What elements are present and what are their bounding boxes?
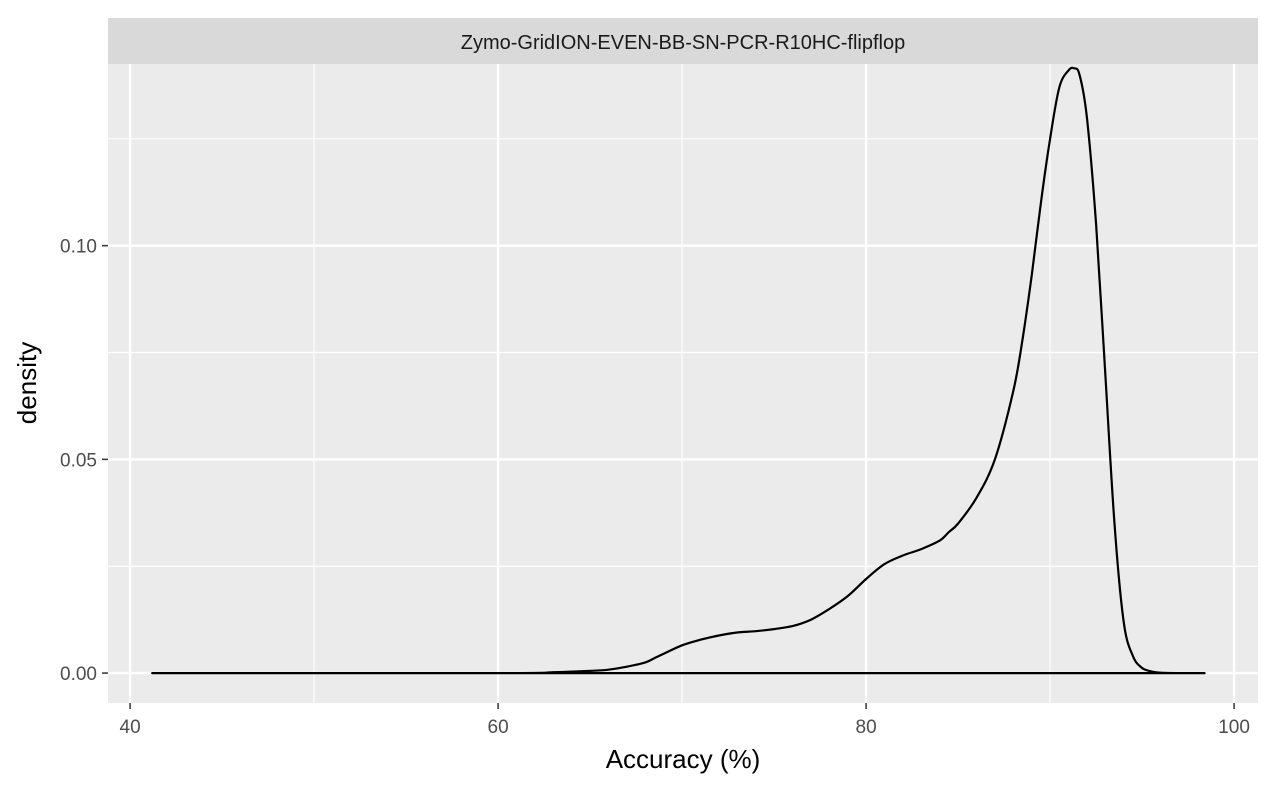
- y-axis: 0.00 0.05 0.10: [60, 237, 108, 685]
- density-curve: [151, 66, 1206, 675]
- density-area-layer: [151, 66, 1206, 675]
- minor-gridlines: [108, 64, 1258, 703]
- x-tick-label: 60: [488, 717, 509, 738]
- x-axis-title: Accuracy (%): [606, 744, 761, 774]
- y-tick-label: 0.05: [60, 450, 97, 471]
- facet-strip-label: Zymo-GridION-EVEN-BB-SN-PCR-R10HC-flipfl…: [461, 32, 906, 54]
- x-tick-label: 100: [1218, 717, 1250, 738]
- facet-strip: [108, 18, 1258, 64]
- panel-background: [108, 64, 1258, 703]
- y-axis-title: density: [12, 342, 42, 424]
- x-axis: 40 60 80 100: [120, 703, 1250, 738]
- x-tick-label: 80: [856, 717, 877, 738]
- y-tick-label: 0.00: [60, 664, 97, 685]
- y-tick-label: 0.10: [60, 237, 97, 258]
- x-tick-label: 40: [120, 717, 141, 738]
